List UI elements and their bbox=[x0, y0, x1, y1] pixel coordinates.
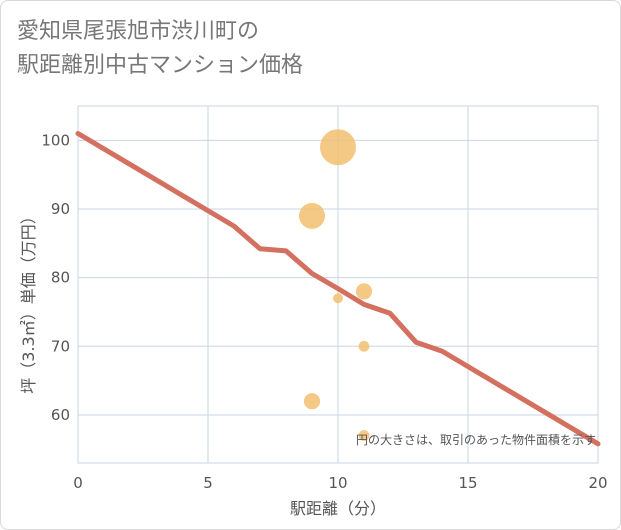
data-bubble-6 bbox=[358, 430, 370, 441]
data-bubble-4 bbox=[358, 340, 370, 352]
y-axis-title: 坪（3.3㎡）単価（万円） bbox=[19, 208, 38, 393]
x-tick-label-15: 15 bbox=[458, 474, 477, 492]
chart-title-line2: 駅距離別中古マンション価格 bbox=[17, 53, 304, 78]
y-tick-label-90: 90 bbox=[51, 200, 70, 218]
y-tick-label-100: 100 bbox=[41, 131, 70, 149]
trend-line bbox=[75, 131, 601, 447]
data-bubble-1 bbox=[299, 202, 325, 229]
data-bubble-3 bbox=[333, 293, 343, 304]
data-bubble-0 bbox=[320, 129, 356, 166]
data-bubble-5 bbox=[303, 393, 321, 410]
x-axis-title: 駅距離（分） bbox=[290, 499, 386, 518]
line-layer bbox=[75, 131, 601, 447]
y-tick-label-60: 60 bbox=[51, 406, 70, 424]
y-tick-label-70: 70 bbox=[51, 337, 70, 355]
grid-layer bbox=[77, 105, 599, 464]
x-tick-label-10: 10 bbox=[328, 474, 347, 492]
x-tick-label-5: 5 bbox=[203, 474, 213, 492]
bubble-layer bbox=[299, 129, 373, 441]
data-bubble-2 bbox=[355, 283, 373, 300]
y-tick-label-80: 80 bbox=[51, 269, 70, 287]
size-legend-note: 円の大きさは、取引のあった物件面積を示す bbox=[356, 432, 596, 447]
x-tick-label-20: 20 bbox=[588, 474, 607, 492]
chart-title: 愛知県尾張旭市渋川町の 駅距離別中古マンション価格 bbox=[17, 15, 303, 83]
chart-title-line1: 愛知県尾張旭市渋川町の bbox=[17, 19, 260, 44]
tick-layer: 0 5 10 15 20 60 70 80 90 100 bbox=[41, 131, 607, 492]
x-tick-label-0: 0 bbox=[73, 474, 83, 492]
